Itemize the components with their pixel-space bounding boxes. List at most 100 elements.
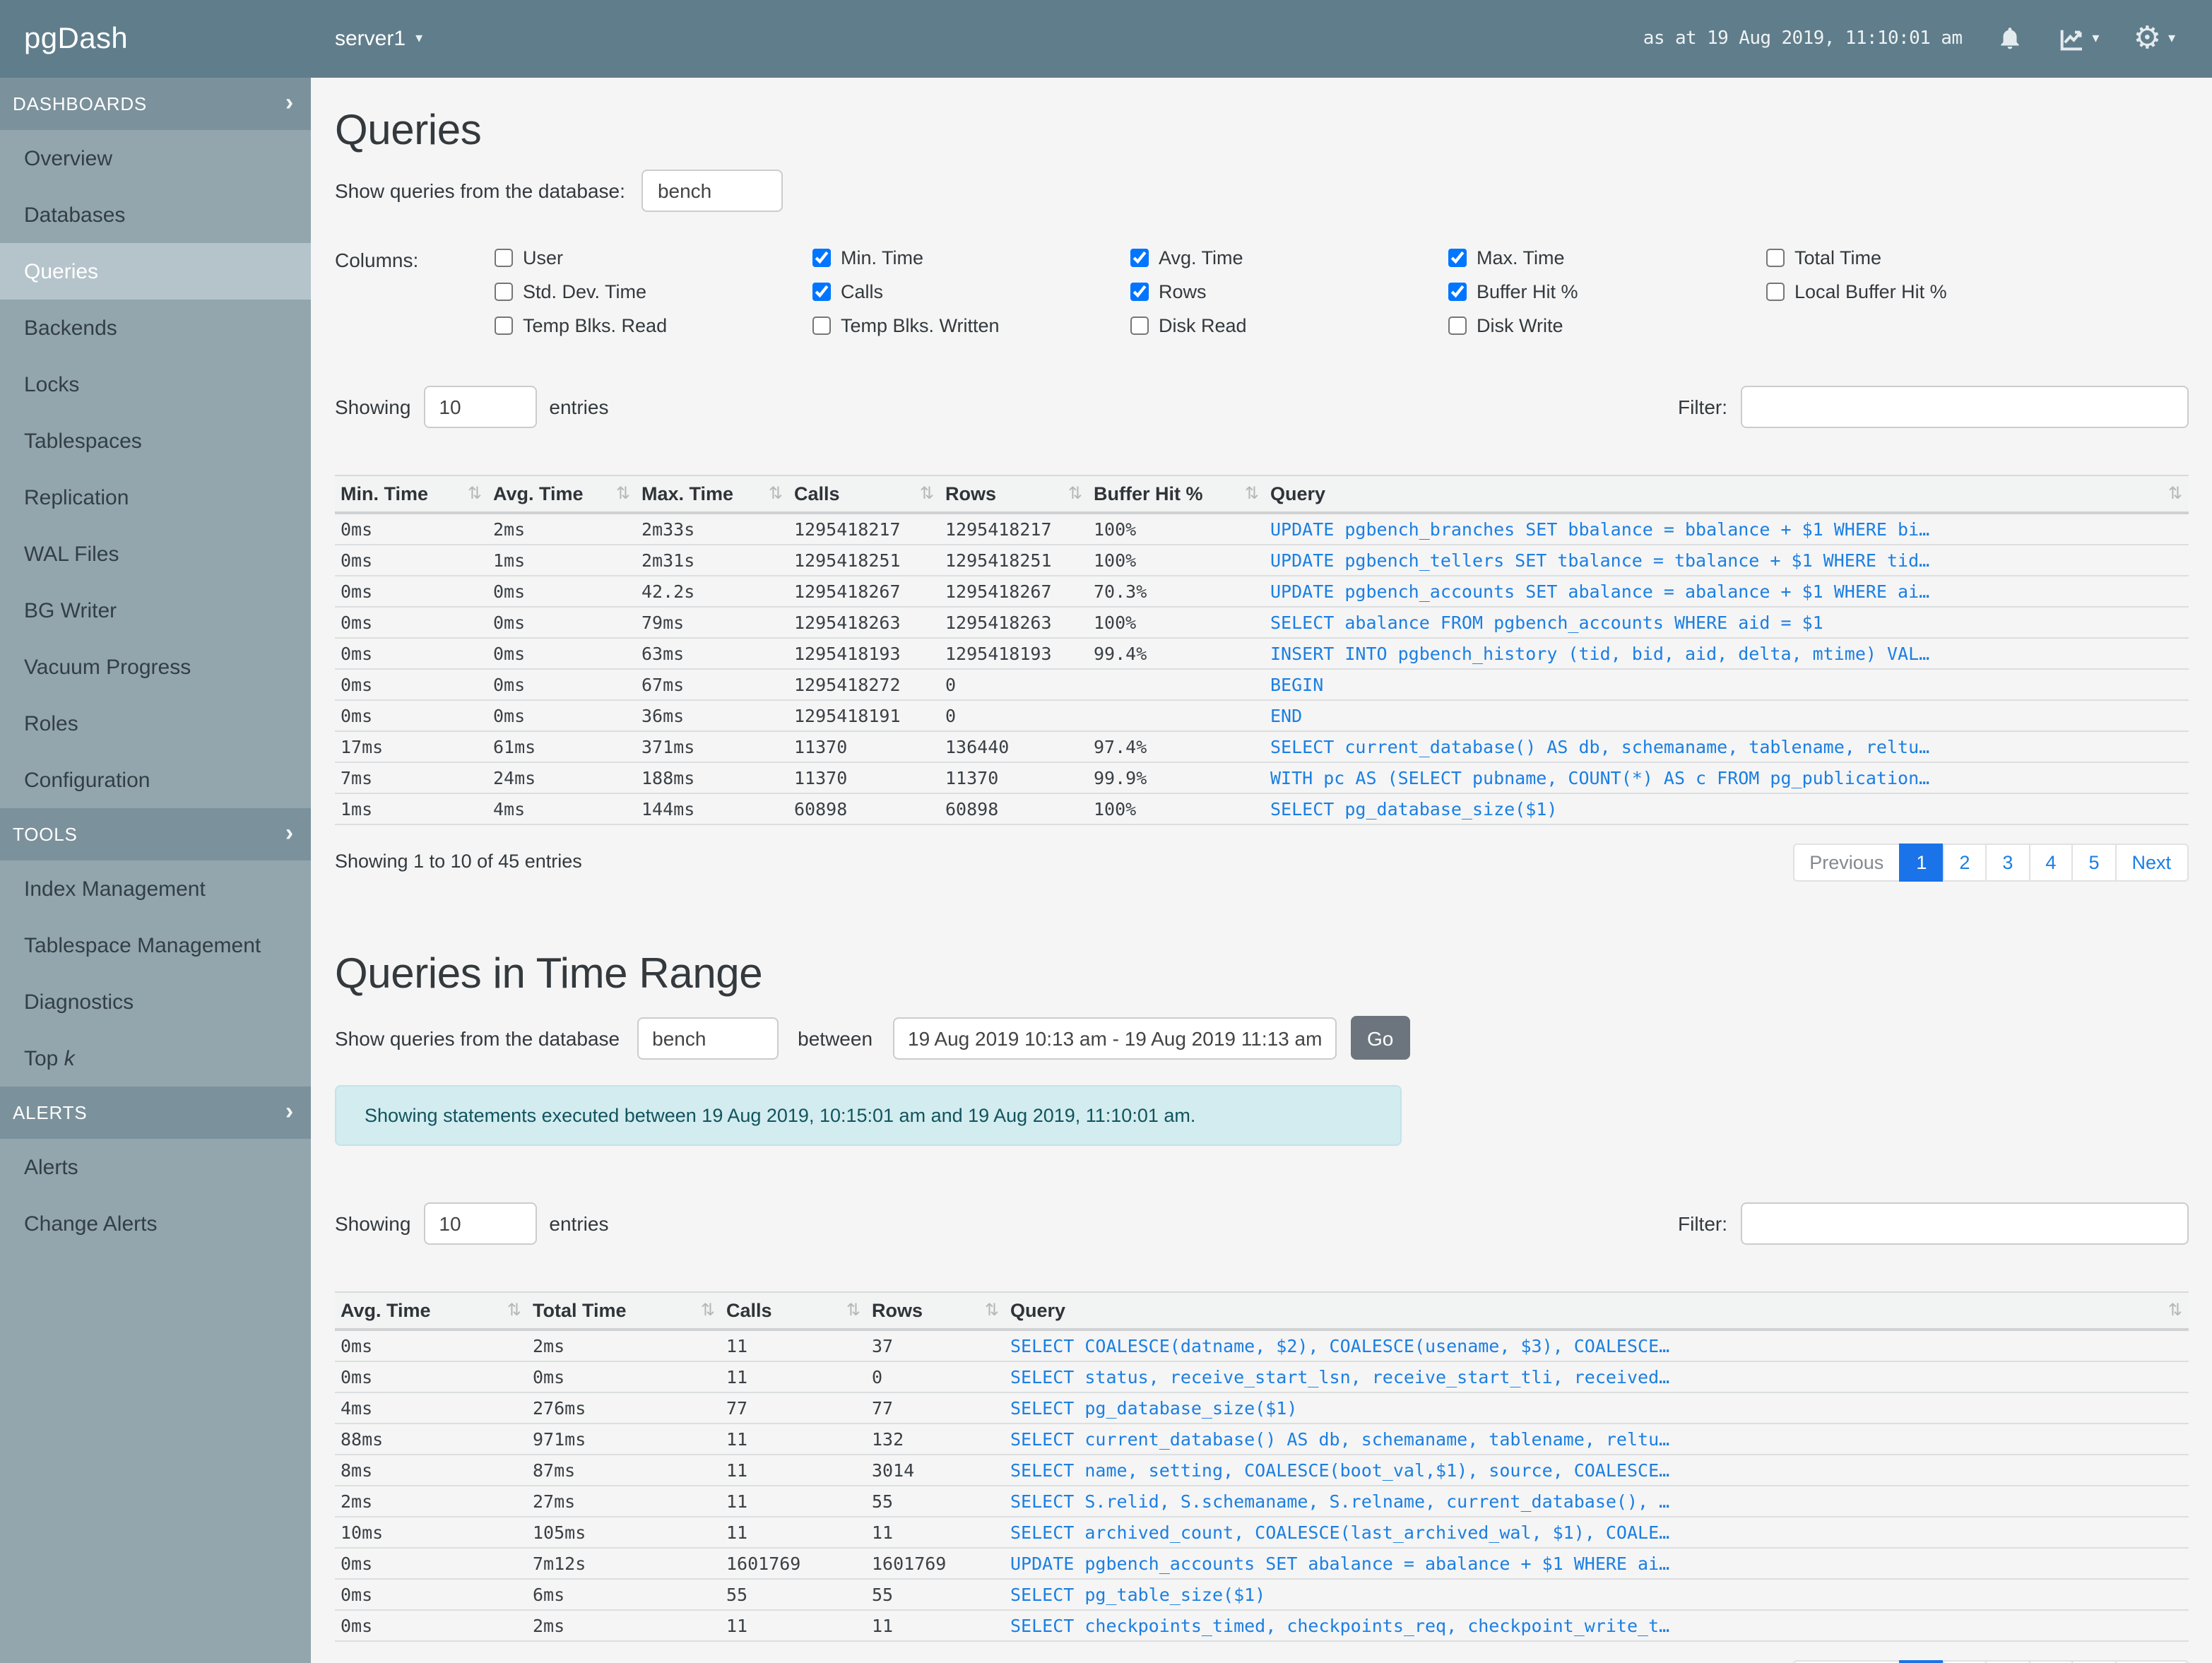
pagination-page[interactable]: 2 xyxy=(1942,844,1987,882)
sort-icon[interactable] xyxy=(985,1300,999,1320)
query-link[interactable]: INSERT INTO pgbench_history (tid, bid, a… xyxy=(1265,638,2188,670)
query-link[interactable]: SELECT current_database() AS db, scheman… xyxy=(1265,731,2188,763)
sidebar-section-alerts[interactable]: ALERTS › xyxy=(0,1087,311,1139)
query-link[interactable]: WITH pc AS (SELECT pubname, COUNT(*) AS … xyxy=(1265,762,2188,794)
checkbox-input[interactable] xyxy=(1448,249,1467,267)
query-link[interactable]: SELECT pg_table_size($1) xyxy=(1005,1579,2188,1611)
settings-menu-button[interactable]: ⚙ ▾ xyxy=(2133,23,2175,54)
sort-icon[interactable] xyxy=(2168,1300,2182,1320)
column-checkbox[interactable]: Min. Time xyxy=(812,247,1130,268)
column-header[interactable]: Avg. Time xyxy=(487,475,636,514)
sidebar-item[interactable]: Locks xyxy=(24,372,80,396)
checkbox-input[interactable] xyxy=(1766,283,1785,301)
sidebar-item[interactable]: Queries xyxy=(0,243,311,300)
query-link[interactable]: BEGIN xyxy=(1265,669,2188,701)
sort-icon[interactable] xyxy=(468,483,482,503)
checkbox-input[interactable] xyxy=(1448,283,1467,301)
pagination-next[interactable]: Next xyxy=(2115,1660,2188,1663)
database-input[interactable] xyxy=(637,1017,779,1059)
checkbox-input[interactable] xyxy=(1130,249,1149,267)
column-header[interactable]: Rows xyxy=(940,475,1088,514)
sidebar-section-dashboards[interactable]: DASHBOARDS › xyxy=(0,78,311,130)
checkbox-input[interactable] xyxy=(1766,249,1785,267)
sidebar-item[interactable]: Top k xyxy=(24,1046,75,1070)
query-link[interactable]: SELECT abalance FROM pgbench_accounts WH… xyxy=(1265,607,2188,639)
column-header[interactable]: Query xyxy=(1265,475,2188,514)
sort-icon[interactable] xyxy=(920,483,934,503)
sidebar-item[interactable]: Alerts xyxy=(24,1155,78,1179)
sort-icon[interactable] xyxy=(846,1300,860,1320)
checkbox-input[interactable] xyxy=(1130,316,1149,335)
pagination-page[interactable]: 3 xyxy=(1985,844,2030,882)
query-link[interactable]: SELECT current_database() AS db, scheman… xyxy=(1005,1424,2188,1455)
filter-input[interactable] xyxy=(1740,1202,2188,1245)
column-header[interactable]: Calls xyxy=(788,475,940,514)
entries-count-input[interactable] xyxy=(423,1202,537,1245)
query-link[interactable]: SELECT archived_count, COALESCE(last_arc… xyxy=(1005,1517,2188,1549)
sidebar-item[interactable]: Overview xyxy=(24,146,113,170)
checkbox-input[interactable] xyxy=(812,316,831,335)
checkbox-input[interactable] xyxy=(1448,316,1467,335)
column-checkbox[interactable]: Temp Blks. Written xyxy=(812,315,1130,336)
pagination-previous[interactable]: Previous xyxy=(1792,844,1901,882)
sidebar-item[interactable]: BG Writer xyxy=(24,598,117,622)
database-input[interactable] xyxy=(641,170,783,212)
sidebar-item[interactable]: Replication xyxy=(24,485,129,509)
column-checkbox[interactable]: Total Time xyxy=(1766,247,1947,268)
notifications-button[interactable] xyxy=(1996,25,2023,52)
column-header[interactable]: Calls xyxy=(721,1291,866,1331)
sidebar-item[interactable]: WAL Files xyxy=(24,542,119,566)
sort-icon[interactable] xyxy=(769,483,783,503)
checkbox-input[interactable] xyxy=(495,249,513,267)
pagination-page[interactable]: 2 xyxy=(1942,1660,1987,1663)
query-link[interactable]: SELECT status, receive_start_lsn, receiv… xyxy=(1005,1361,2188,1393)
column-header[interactable]: Max. Time xyxy=(636,475,788,514)
query-link[interactable]: SELECT pg_database_size($1) xyxy=(1265,793,2188,825)
sort-icon[interactable] xyxy=(616,483,630,503)
checkbox-input[interactable] xyxy=(812,249,831,267)
pagination-page[interactable]: 1 xyxy=(1899,1660,1944,1663)
sidebar-section-tools[interactable]: TOOLS › xyxy=(0,808,311,860)
query-link[interactable]: UPDATE pgbench_accounts SET abalance = a… xyxy=(1005,1548,2188,1580)
column-checkbox[interactable]: Calls xyxy=(812,281,1130,302)
pagination-next[interactable]: Next xyxy=(2115,844,2188,882)
query-link[interactable]: SELECT pg_database_size($1) xyxy=(1005,1392,2188,1424)
column-header[interactable]: Buffer Hit % xyxy=(1088,475,1265,514)
pagination-page[interactable]: 5 xyxy=(2071,844,2117,882)
server-selector[interactable]: server1 ▾ xyxy=(335,27,422,51)
sidebar-item[interactable]: Diagnostics xyxy=(24,990,134,1014)
sidebar-item[interactable]: Configuration xyxy=(24,768,150,792)
query-link[interactable]: SELECT name, setting, COALESCE(boot_val,… xyxy=(1005,1455,2188,1486)
column-checkbox[interactable]: Disk Write xyxy=(1448,315,1766,336)
sidebar-item[interactable]: Roles xyxy=(24,711,78,735)
query-link[interactable]: UPDATE pgbench_tellers SET tbalance = tb… xyxy=(1265,545,2188,576)
sidebar-item[interactable]: Tablespaces xyxy=(24,429,142,453)
column-checkbox[interactable]: Std. Dev. Time xyxy=(495,281,812,302)
checkbox-input[interactable] xyxy=(495,283,513,301)
go-button[interactable]: Go xyxy=(1350,1016,1411,1060)
sidebar-item[interactable]: Databases xyxy=(24,203,126,227)
query-link[interactable]: SELECT S.relid, S.schemaname, S.relname,… xyxy=(1005,1486,2188,1517)
column-checkbox[interactable]: Disk Read xyxy=(1130,315,1448,336)
entries-count-input[interactable] xyxy=(423,386,537,428)
column-checkbox[interactable]: Buffer Hit % xyxy=(1448,281,1766,302)
column-checkbox[interactable]: Avg. Time xyxy=(1130,247,1448,268)
sidebar-item[interactable]: Backends xyxy=(24,316,117,340)
column-header[interactable]: Min. Time xyxy=(335,475,487,514)
sort-icon[interactable] xyxy=(1245,483,1259,503)
pagination-page[interactable]: 4 xyxy=(2028,844,2074,882)
pagination-page[interactable]: 1 xyxy=(1899,844,1944,882)
column-header[interactable]: Avg. Time xyxy=(335,1291,527,1331)
column-header[interactable]: Total Time xyxy=(527,1291,721,1331)
charts-menu-button[interactable]: ▾ xyxy=(2057,25,2099,53)
column-checkbox[interactable]: Max. Time xyxy=(1448,247,1766,268)
query-link[interactable]: UPDATE pgbench_accounts SET abalance = a… xyxy=(1265,576,2188,608)
query-link[interactable]: SELECT COALESCE(datname, $2), COALESCE(u… xyxy=(1005,1330,2188,1362)
query-link[interactable]: UPDATE pgbench_branches SET bbalance = b… xyxy=(1265,513,2188,545)
time-range-input[interactable] xyxy=(892,1017,1337,1059)
column-checkbox[interactable]: Rows xyxy=(1130,281,1448,302)
pagination-previous[interactable]: Previous xyxy=(1792,1660,1901,1663)
sort-icon[interactable] xyxy=(701,1300,715,1320)
sidebar-item[interactable]: Vacuum Progress xyxy=(24,655,191,679)
column-header[interactable]: Rows xyxy=(866,1291,1005,1331)
